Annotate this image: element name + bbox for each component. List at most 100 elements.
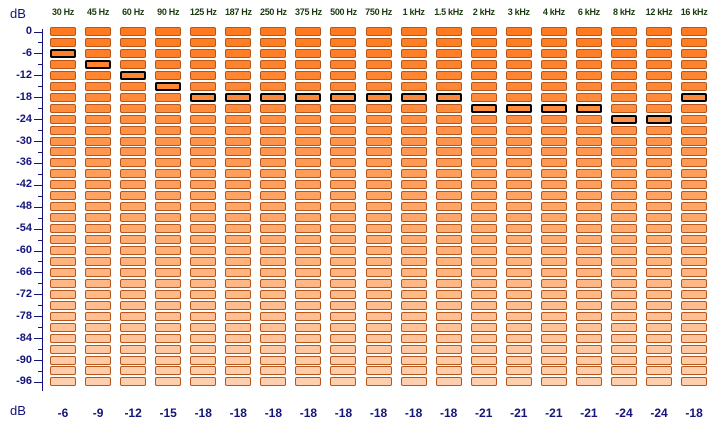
meter-segment[interactable] xyxy=(85,126,111,135)
meter-segment[interactable] xyxy=(85,290,111,299)
meter-segment[interactable] xyxy=(646,235,672,244)
meter-segment[interactable] xyxy=(260,213,286,222)
meter-segment[interactable] xyxy=(50,158,76,167)
meter-segment[interactable] xyxy=(295,115,321,124)
meter-segment[interactable] xyxy=(646,257,672,266)
meter-segment[interactable] xyxy=(681,169,707,178)
meter-segment[interactable] xyxy=(401,268,427,277)
meter-segment[interactable] xyxy=(471,27,497,36)
meter-segment[interactable] xyxy=(366,38,392,47)
meter-segment[interactable] xyxy=(541,71,567,80)
meter-segment[interactable] xyxy=(541,60,567,69)
meter-segment[interactable] xyxy=(541,137,567,146)
meter-segment[interactable] xyxy=(646,356,672,365)
meter-segment[interactable] xyxy=(50,147,76,156)
meter-segment[interactable] xyxy=(120,158,146,167)
meter-segment[interactable] xyxy=(366,180,392,189)
meter-segment[interactable] xyxy=(190,60,216,69)
meter-segment[interactable] xyxy=(436,202,462,211)
meter-segment[interactable] xyxy=(366,356,392,365)
meter-segment[interactable] xyxy=(155,224,181,233)
meter-segment[interactable] xyxy=(120,312,146,321)
meter-segment[interactable] xyxy=(225,137,251,146)
meter-segment[interactable] xyxy=(576,38,602,47)
meter-segment[interactable] xyxy=(155,38,181,47)
meter-segment[interactable] xyxy=(646,169,672,178)
meter-segment[interactable] xyxy=(120,279,146,288)
meter-segment[interactable] xyxy=(401,169,427,178)
meter-segment[interactable] xyxy=(120,224,146,233)
meter-segment[interactable] xyxy=(50,290,76,299)
meter-segment[interactable] xyxy=(225,312,251,321)
meter-segment[interactable] xyxy=(576,235,602,244)
meter-segment[interactable] xyxy=(366,345,392,354)
meter-segment[interactable] xyxy=(85,169,111,178)
meter-segment[interactable] xyxy=(471,49,497,58)
meter-segment[interactable] xyxy=(225,38,251,47)
meter-segment[interactable] xyxy=(330,126,356,135)
meter-segment[interactable] xyxy=(611,169,637,178)
meter-segment[interactable] xyxy=(541,224,567,233)
meter-segment[interactable] xyxy=(120,268,146,277)
meter-segment[interactable] xyxy=(155,301,181,310)
meter-segment[interactable] xyxy=(225,246,251,255)
meter-segment[interactable] xyxy=(471,82,497,91)
meter-segment[interactable] xyxy=(541,147,567,156)
meter-segment[interactable] xyxy=(366,147,392,156)
meter-segment[interactable] xyxy=(190,213,216,222)
meter-segment[interactable] xyxy=(541,191,567,200)
meter-segment[interactable] xyxy=(85,224,111,233)
meter-segment[interactable] xyxy=(681,268,707,277)
meter-segment[interactable] xyxy=(541,334,567,343)
meter-segment[interactable] xyxy=(50,82,76,91)
meter-segment[interactable] xyxy=(190,224,216,233)
meter-segment[interactable] xyxy=(120,93,146,102)
meter-segment[interactable] xyxy=(190,137,216,146)
meter-segment[interactable] xyxy=(225,202,251,211)
meter-segment[interactable] xyxy=(506,235,532,244)
meter-segment[interactable] xyxy=(681,71,707,80)
meter-segment[interactable] xyxy=(295,366,321,375)
meter-segment[interactable] xyxy=(190,377,216,386)
meter-segment[interactable] xyxy=(506,356,532,365)
meter-segment[interactable] xyxy=(50,38,76,47)
meter-segment[interactable] xyxy=(436,115,462,124)
meter-segment[interactable] xyxy=(681,191,707,200)
meter-segment[interactable] xyxy=(50,356,76,365)
meter-segment[interactable] xyxy=(471,93,497,102)
meter-segment[interactable] xyxy=(471,345,497,354)
meter-segment[interactable] xyxy=(471,126,497,135)
meter-segment[interactable] xyxy=(541,169,567,178)
band-level-marker[interactable] xyxy=(541,104,567,113)
meter-segment[interactable] xyxy=(506,224,532,233)
meter-segment[interactable] xyxy=(50,246,76,255)
meter-segment[interactable] xyxy=(506,158,532,167)
meter-segment[interactable] xyxy=(611,126,637,135)
meter-segment[interactable] xyxy=(681,27,707,36)
meter-segment[interactable] xyxy=(436,268,462,277)
meter-segment[interactable] xyxy=(436,356,462,365)
meter-segment[interactable] xyxy=(120,202,146,211)
meter-segment[interactable] xyxy=(541,323,567,332)
meter-segment[interactable] xyxy=(681,202,707,211)
meter-segment[interactable] xyxy=(85,49,111,58)
meter-segment[interactable] xyxy=(611,60,637,69)
meter-segment[interactable] xyxy=(366,49,392,58)
meter-segment[interactable] xyxy=(681,38,707,47)
meter-segment[interactable] xyxy=(120,377,146,386)
meter-segment[interactable] xyxy=(506,377,532,386)
meter-segment[interactable] xyxy=(50,224,76,233)
meter-segment[interactable] xyxy=(681,356,707,365)
meter-segment[interactable] xyxy=(190,115,216,124)
meter-segment[interactable] xyxy=(366,169,392,178)
meter-segment[interactable] xyxy=(50,279,76,288)
meter-segment[interactable] xyxy=(50,323,76,332)
meter-segment[interactable] xyxy=(646,345,672,354)
meter-segment[interactable] xyxy=(190,126,216,135)
meter-segment[interactable] xyxy=(471,147,497,156)
meter-segment[interactable] xyxy=(120,27,146,36)
meter-segment[interactable] xyxy=(260,158,286,167)
meter-segment[interactable] xyxy=(576,82,602,91)
meter-segment[interactable] xyxy=(646,312,672,321)
meter-segment[interactable] xyxy=(506,93,532,102)
